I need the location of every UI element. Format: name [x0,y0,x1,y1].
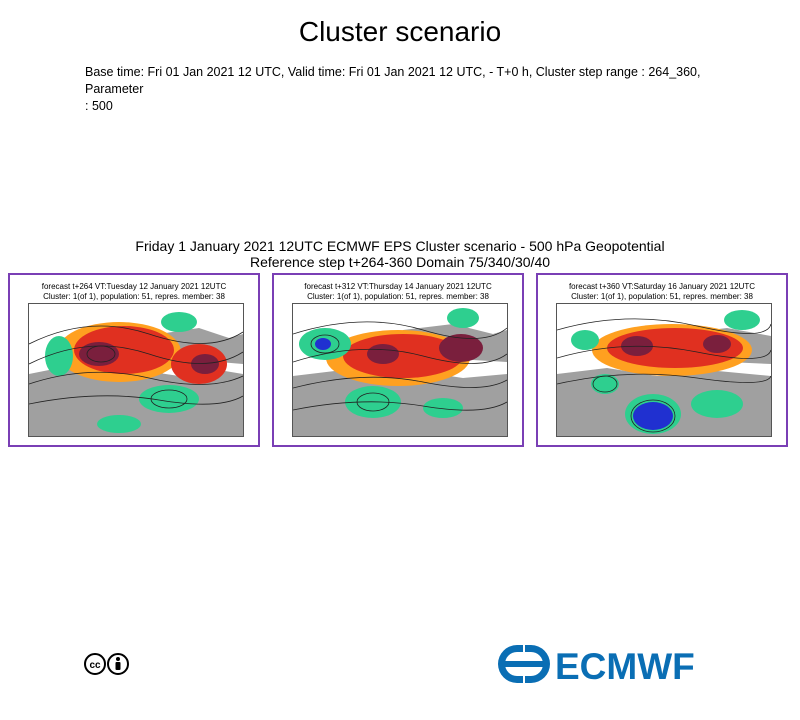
metadata-line: : 500 [85,99,113,113]
page-title: Cluster scenario [298,16,502,47]
forecast-panel-t264[interactable]: forecast t+264 VT:Tuesday 12 January 202… [8,273,260,447]
panel-caption-line: forecast t+312 VT:Thursday 14 January 20… [304,282,492,291]
product-metadata: Base time: Fri 01 Jan 2021 12 UTC, Valid… [85,64,725,115]
panel-caption-line: Cluster: 1(of 1), population: 51, repres… [571,292,753,301]
panel-caption: forecast t+264 VT:Tuesday 12 January 202… [10,282,258,302]
ecmwf-logo-text: ECMWF [555,646,695,685]
figure-title: Friday 1 January 2021 12UTC ECMWF EPS Cl… [0,238,800,270]
figure-title-line: Friday 1 January 2021 12UTC ECMWF EPS Cl… [135,238,665,254]
forecast-panel-t360[interactable]: forecast t+360 VT:Saturday 16 January 20… [536,273,788,447]
svg-text:cc: cc [89,660,101,671]
forecast-map-t312 [292,303,508,437]
figure-subtitle-line: Reference step t+264-360 Domain 75/340/3… [249,254,551,270]
creative-commons-icon: cc [84,653,106,675]
panel-caption-line: forecast t+264 VT:Tuesday 12 January 202… [41,282,227,291]
license-badge[interactable]: cc [84,652,130,681]
forecast-panel-t312[interactable]: forecast t+312 VT:Thursday 14 January 20… [272,273,524,447]
forecast-map-t360 [556,303,772,437]
metadata-line: Base time: Fri 01 Jan 2021 12 UTC, Valid… [85,65,701,96]
panel-caption: forecast t+360 VT:Saturday 16 January 20… [538,282,786,302]
ecmwf-logo[interactable]: ECMWF [497,643,719,690]
attribution-person-icon [107,653,129,675]
forecast-map-t264 [28,303,244,437]
panel-caption-line: Cluster: 1(of 1), population: 51, repres… [307,292,489,301]
ecmwf-logo-icon [498,645,550,683]
panel-caption-line: Cluster: 1(of 1), population: 51, repres… [43,292,225,301]
panel-caption: forecast t+312 VT:Thursday 14 January 20… [274,282,522,302]
panel-caption-line: forecast t+360 VT:Saturday 16 January 20… [568,282,756,291]
